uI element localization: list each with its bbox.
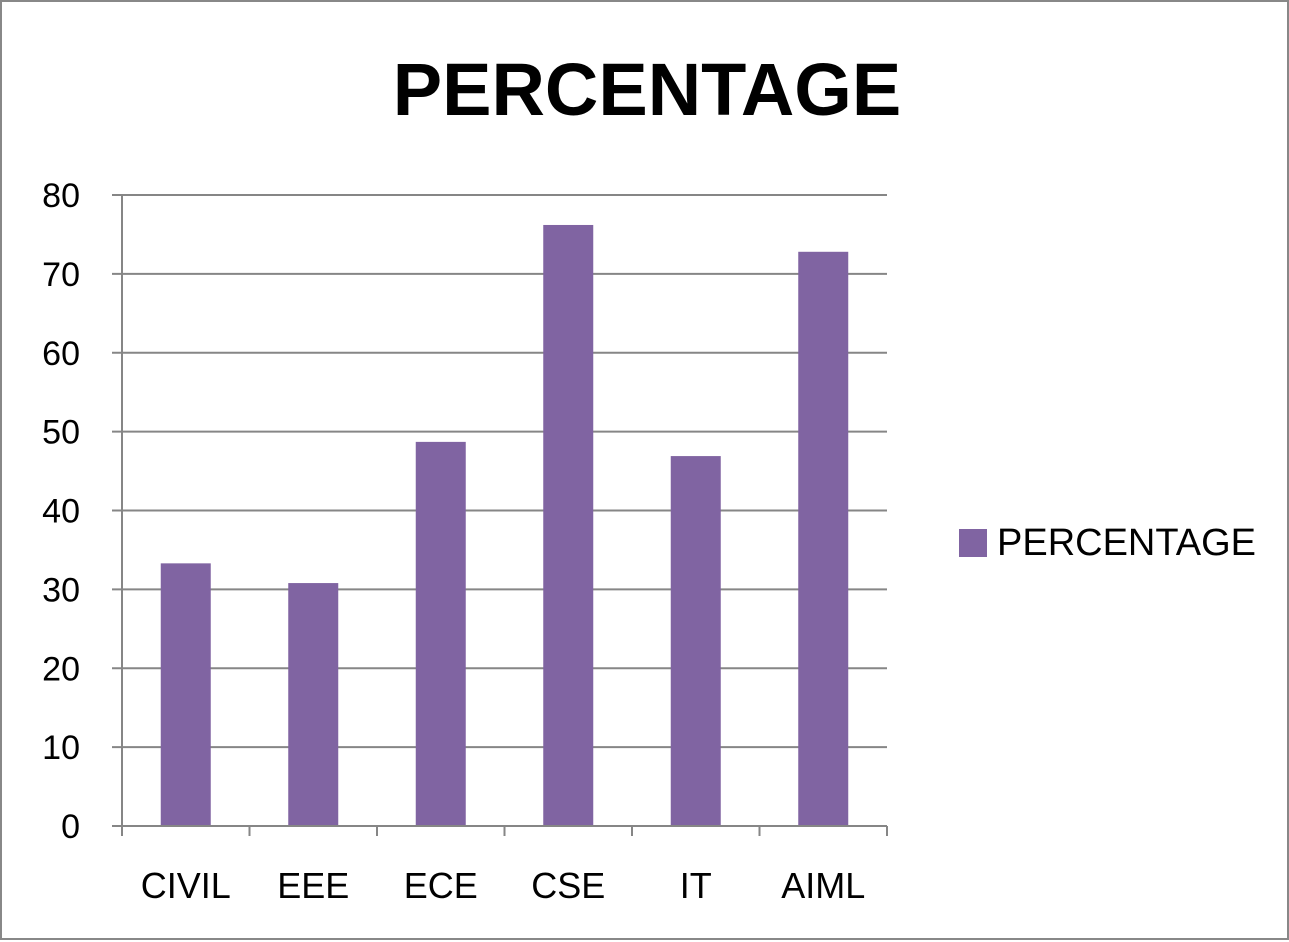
y-tick-label: 30 — [42, 571, 80, 609]
y-tick-label: 0 — [61, 808, 80, 846]
y-tick-label: 10 — [42, 729, 80, 767]
x-axis-category-labels: CIVIL EEE ECE CSE IT AIML — [141, 865, 866, 906]
x-category-label: CIVIL — [141, 865, 231, 906]
axes — [112, 194, 888, 836]
bar-it — [670, 456, 721, 826]
y-tick-label: 50 — [42, 414, 80, 452]
y-tick-label: 20 — [42, 650, 80, 688]
legend-swatch — [959, 529, 987, 557]
x-category-label: EEE — [277, 865, 349, 906]
gridlines — [122, 194, 887, 749]
x-category-label: CSE — [531, 865, 605, 906]
bar-aiml — [798, 251, 849, 827]
bar-ece — [415, 441, 466, 826]
legend-label: PERCENTAGE — [997, 522, 1256, 564]
legend: PERCENTAGE — [959, 522, 1256, 564]
y-axis-tick-labels: 0 10 20 30 40 50 60 70 80 — [42, 177, 80, 846]
x-category-label: IT — [680, 865, 712, 906]
bars — [160, 224, 849, 827]
x-category-label: ECE — [404, 865, 478, 906]
chart-title: PERCENTAGE — [393, 48, 901, 131]
bar-civil — [160, 563, 211, 826]
bar-eee — [288, 583, 339, 826]
y-tick-label: 70 — [42, 256, 80, 294]
x-category-label: AIML — [781, 865, 865, 906]
bar-cse — [543, 224, 594, 826]
y-tick-label: 60 — [42, 335, 80, 373]
y-tick-label: 40 — [42, 493, 80, 531]
y-tick-label: 80 — [42, 177, 80, 215]
